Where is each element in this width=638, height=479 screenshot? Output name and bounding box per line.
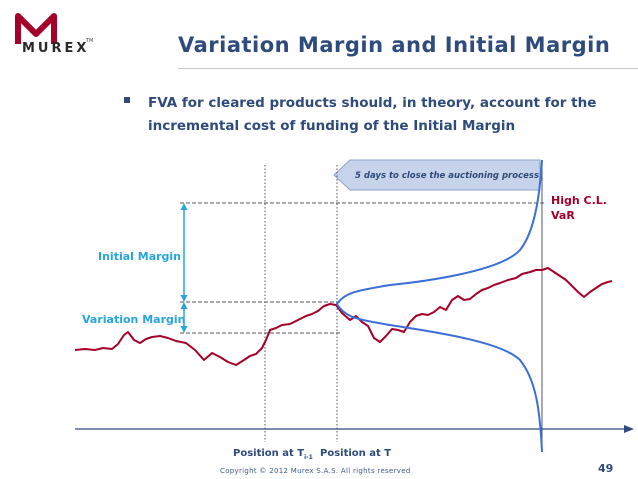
initial-margin-arrow-bottom bbox=[180, 295, 188, 302]
bullet-marker bbox=[124, 97, 130, 103]
time-axis-arrowhead bbox=[624, 425, 634, 433]
price-path bbox=[74, 267, 613, 366]
position-t1-text: Position at T bbox=[233, 448, 305, 459]
logo-trademark: TM bbox=[86, 38, 94, 44]
position-t1-label: Position at Ti-1 bbox=[233, 448, 313, 461]
slide-title: Variation Margin and Initial Margin bbox=[178, 33, 611, 57]
variation-margin-arrow-bottom bbox=[180, 326, 188, 333]
page-number: 49 bbox=[598, 462, 614, 475]
murex-logo bbox=[8, 10, 98, 70]
var-label: VaR bbox=[551, 209, 575, 222]
bullet-text: FVA for cleared products should, in theo… bbox=[148, 95, 597, 134]
position-t-label: Position at T bbox=[320, 448, 392, 459]
logo-text: MUREX bbox=[22, 41, 90, 56]
variation-margin-arrow-top bbox=[180, 302, 188, 309]
copyright-notice: Copyright © 2012 Murex S.A.S. All rights… bbox=[220, 467, 411, 475]
title-divider bbox=[178, 68, 638, 69]
variation-margin-label: Variation Margin bbox=[82, 313, 186, 326]
position-t1-subscript: i-1 bbox=[304, 454, 313, 461]
auction-arrow-label: 5 days to close the auctioning process bbox=[355, 171, 540, 181]
initial-margin-arrow-top bbox=[180, 203, 188, 210]
high-cl-label: High C.L. bbox=[551, 194, 607, 207]
murex-logo-mark bbox=[15, 13, 57, 44]
initial-margin-label: Initial Margin bbox=[98, 250, 182, 263]
distribution-curve bbox=[335, 159, 543, 453]
